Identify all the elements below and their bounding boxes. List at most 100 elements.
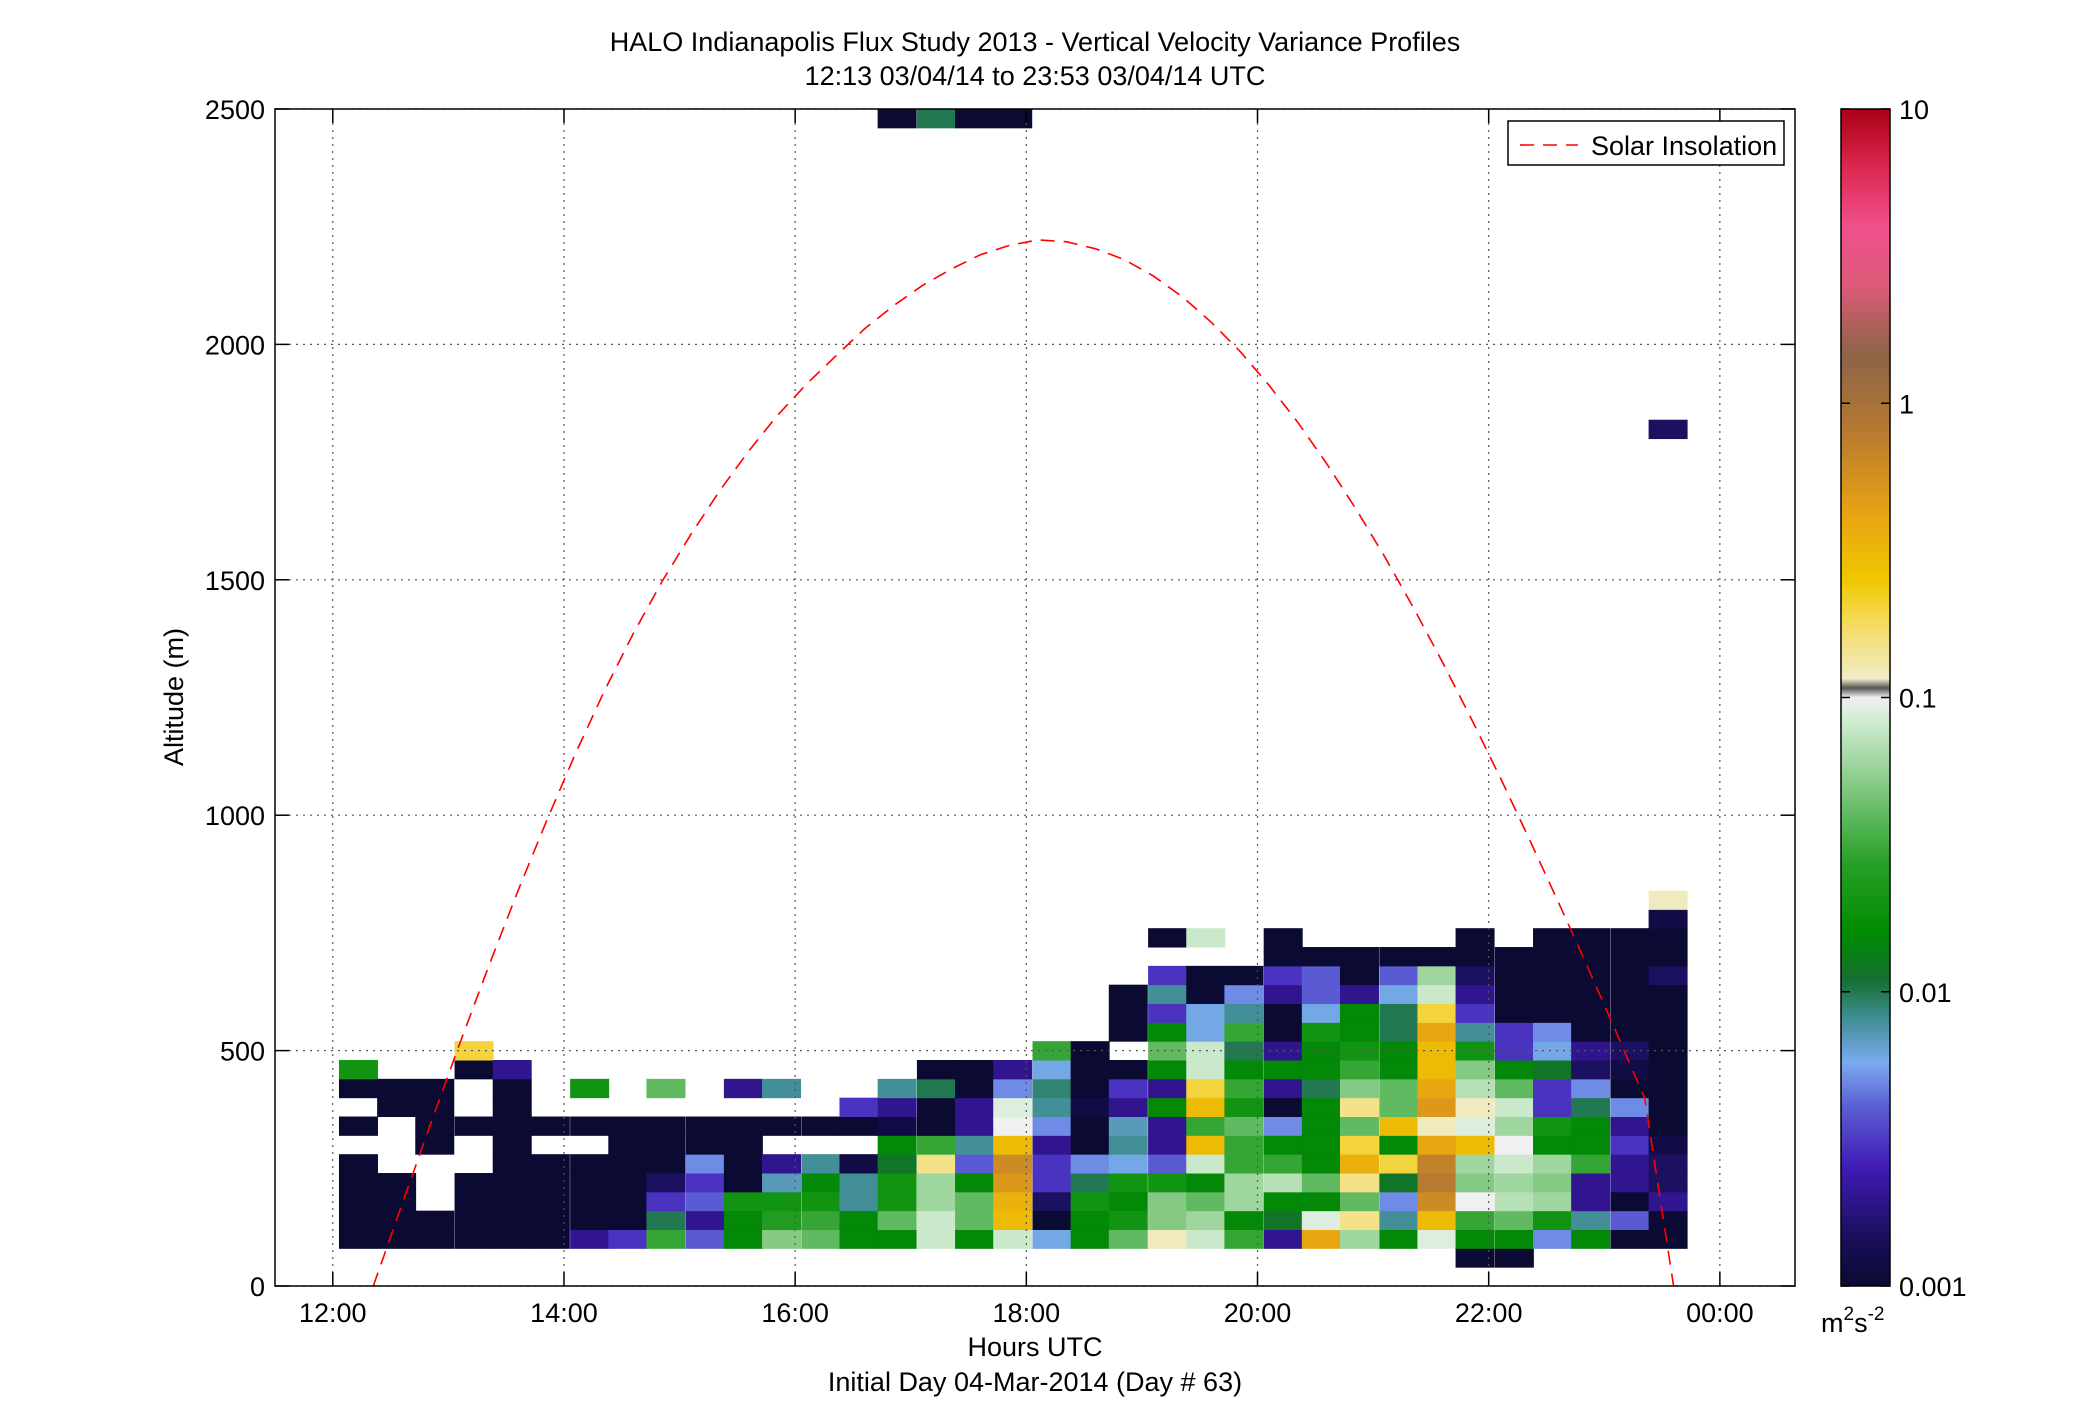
heatmap-cell xyxy=(1533,1173,1573,1193)
heatmap-cell xyxy=(608,1191,648,1212)
heatmap-cell xyxy=(993,1154,1033,1174)
heatmap-cell xyxy=(955,1060,995,1080)
heatmap-cell xyxy=(1455,1191,1495,1212)
heatmap-cell xyxy=(1224,1135,1264,1155)
heatmap-cell xyxy=(877,1173,917,1193)
heatmap-cell xyxy=(1108,1078,1148,1099)
heatmap-cell xyxy=(1379,1154,1419,1174)
heatmap-cell xyxy=(1648,984,1688,1005)
heatmap-cell xyxy=(1571,947,1611,967)
heatmap-cell xyxy=(1648,1191,1688,1212)
heatmap-cell xyxy=(1610,1041,1650,1061)
heatmap-cell xyxy=(1455,1210,1495,1231)
heatmap-cell xyxy=(1339,1022,1379,1042)
heatmap-cell xyxy=(1417,1191,1457,1212)
heatmap-cell xyxy=(955,109,995,129)
heatmap-cell xyxy=(1148,965,1188,986)
heatmap-cell xyxy=(454,1210,494,1231)
heatmap-cell xyxy=(1224,1229,1264,1249)
heatmap-cell xyxy=(1186,1022,1226,1042)
heatmap-cell xyxy=(1186,1135,1226,1155)
heatmap-cell xyxy=(1301,1003,1341,1023)
heatmap-cell xyxy=(1379,1173,1419,1193)
heatmap-cell xyxy=(1032,1154,1072,1174)
heatmap-cell xyxy=(1533,1135,1573,1155)
heatmap-cell xyxy=(1070,1154,1110,1174)
heatmap-cell xyxy=(415,1078,455,1099)
heatmap-cell xyxy=(1186,1116,1226,1136)
heatmap-cell xyxy=(1455,1248,1495,1268)
heatmap-cell xyxy=(492,1060,532,1080)
heatmap-cell xyxy=(454,1041,494,1061)
heatmap-cell xyxy=(1148,928,1188,948)
heatmap-cell xyxy=(646,1135,686,1155)
heatmap-cell xyxy=(454,1060,494,1080)
heatmap-cell xyxy=(1455,965,1495,986)
heatmap-cell xyxy=(1417,1229,1457,1249)
heatmap-cell xyxy=(723,1078,763,1099)
heatmap-cell xyxy=(1070,1097,1110,1118)
heatmap-cell xyxy=(1263,1003,1303,1023)
colorbar-tick-label: 0.1 xyxy=(1899,684,1937,714)
heatmap-cell xyxy=(492,1078,532,1099)
heatmap-cell xyxy=(1533,1116,1573,1136)
heatmap-cell xyxy=(877,1078,917,1099)
heatmap-cell xyxy=(1032,1191,1072,1212)
heatmap-cell xyxy=(1263,947,1303,967)
heatmap-cell xyxy=(1417,1173,1457,1193)
colorbar-tick-label: 10 xyxy=(1899,95,1929,125)
x-tick-label: 18:00 xyxy=(993,1298,1061,1328)
heatmap-cell xyxy=(877,1154,917,1174)
heatmap-cell xyxy=(530,1210,570,1231)
heatmap-cell xyxy=(916,1229,956,1249)
heatmap-cell xyxy=(1032,1135,1072,1155)
heatmap-cell xyxy=(1455,1154,1495,1174)
heatmap-cell xyxy=(1494,1003,1534,1023)
heatmap-cell xyxy=(1224,1191,1264,1212)
heatmap-cell xyxy=(993,1210,1033,1231)
x-tick-label: 16:00 xyxy=(761,1298,829,1328)
heatmap-cell xyxy=(530,1173,570,1193)
heatmap-cell xyxy=(1108,1022,1148,1042)
heatmap-cell xyxy=(1339,1060,1379,1080)
heatmap-cell xyxy=(801,1210,841,1231)
heatmap-cell xyxy=(1379,1078,1419,1099)
heatmap-cell xyxy=(955,1097,995,1118)
heatmap-cells xyxy=(338,109,1688,1268)
heatmap-cell xyxy=(955,1135,995,1155)
heatmap-cell xyxy=(1417,1116,1457,1136)
heatmap-cell xyxy=(1070,1191,1110,1212)
heatmap-cell xyxy=(1148,1154,1188,1174)
heatmap-cell xyxy=(1417,1003,1457,1023)
heatmap-cell xyxy=(1148,1173,1188,1193)
heatmap-cell xyxy=(1610,1116,1650,1136)
heatmap-cell xyxy=(1032,1210,1072,1231)
heatmap-cell xyxy=(1533,1078,1573,1099)
heatmap-cell xyxy=(916,1173,956,1193)
y-tick-label: 500 xyxy=(220,1037,265,1067)
heatmap-cell xyxy=(1533,947,1573,967)
heatmap-cell xyxy=(1533,965,1573,986)
heatmap-cell xyxy=(377,1229,417,1249)
heatmap-cell xyxy=(1494,947,1534,967)
heatmap-cell xyxy=(1571,1210,1611,1231)
colorbar-unit-sup1: 2 xyxy=(1844,1304,1855,1325)
heatmap-cell xyxy=(608,1154,648,1174)
heatmap-cell xyxy=(1148,1116,1188,1136)
heatmap-cell xyxy=(762,1229,802,1249)
heatmap-cell xyxy=(1610,1022,1650,1042)
heatmap-cell xyxy=(955,1154,995,1174)
heatmap-cell xyxy=(955,1116,995,1136)
heatmap-cell xyxy=(530,1229,570,1249)
heatmap-cell xyxy=(608,1116,648,1136)
heatmap-cell xyxy=(1494,1248,1534,1268)
heatmap-cell xyxy=(646,1116,686,1136)
heatmap-cell xyxy=(1379,1022,1419,1042)
heatmap-cell xyxy=(570,1078,610,1099)
heatmap-cell xyxy=(1070,1078,1110,1099)
heatmap-cell xyxy=(492,1229,532,1249)
heatmap-cell xyxy=(415,1116,455,1136)
heatmap-cell xyxy=(993,1229,1033,1249)
heatmap-cell xyxy=(415,1229,455,1249)
heatmap-cell xyxy=(1148,1022,1188,1042)
